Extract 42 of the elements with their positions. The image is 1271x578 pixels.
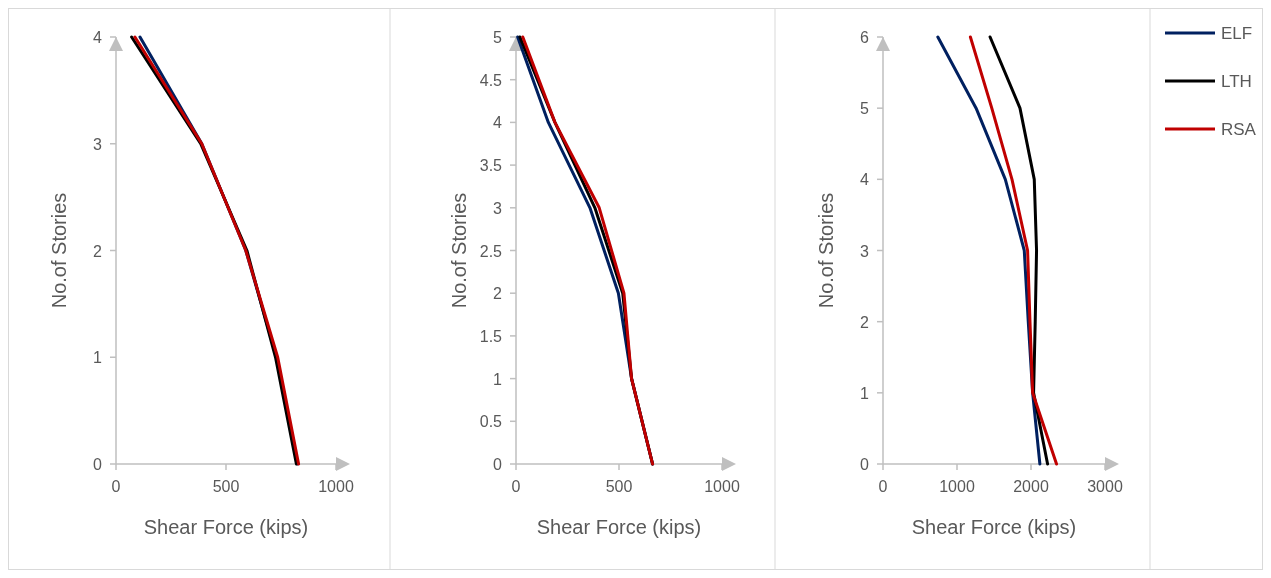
y-tick-label: 1 [93,349,103,367]
legend-label: LTH [1221,72,1252,91]
y-tick-label: 5 [493,29,503,46]
x-tick-label: 2000 [1013,478,1049,495]
x-axis-title: Shear Force (kips) [536,516,702,538]
y-tick-label: 4 [493,114,503,132]
legend-label: ELF [1221,24,1253,43]
x-tick-label: 1000 [318,478,354,495]
y-tick-label: 1 [860,384,870,402]
y-tick-label: 3.5 [479,157,503,175]
y-tick-label: 6 [860,29,870,46]
y-tick-label: 3 [493,199,503,217]
x-tick-label: 500 [212,478,240,495]
x-tick-label: 0 [511,478,521,495]
y-tick-label: 5 [860,100,870,118]
y-tick-label: 0.5 [479,413,503,431]
x-tick-label: 3000 [1087,478,1123,495]
y-tick-label: 3 [93,135,103,153]
x-tick-label: 1000 [704,478,740,495]
y-tick-label: 1.5 [479,327,503,345]
y-tick-label: 2.5 [479,242,503,260]
y-tick-label: 2 [860,313,870,331]
legend-label: RSA [1221,120,1257,139]
y-axis-title: No.of Stories [448,192,470,309]
x-tick-label: 0 [111,478,121,495]
y-tick-label: 4 [860,171,870,189]
y-tick-label: 0 [93,456,103,473]
y-tick-label: 3 [860,242,870,260]
y-tick-label: 0 [493,456,503,473]
y-tick-label: 2 [93,242,103,260]
y-tick-label: 1 [493,370,503,388]
y-tick-label: 2 [493,285,503,303]
x-tick-label: 1000 [939,478,975,495]
y-tick-label: 4.5 [479,71,503,89]
x-axis-title: Shear Force (kips) [143,516,309,538]
x-tick-label: 500 [605,478,633,495]
y-tick-label: 0 [860,456,870,473]
y-axis-title: No.of Stories [815,192,837,309]
x-tick-label: 0 [878,478,888,495]
x-axis-title: Shear Force (kips) [911,516,1077,538]
y-tick-label: 4 [93,29,103,46]
y-axis-title: No.of Stories [48,192,70,309]
